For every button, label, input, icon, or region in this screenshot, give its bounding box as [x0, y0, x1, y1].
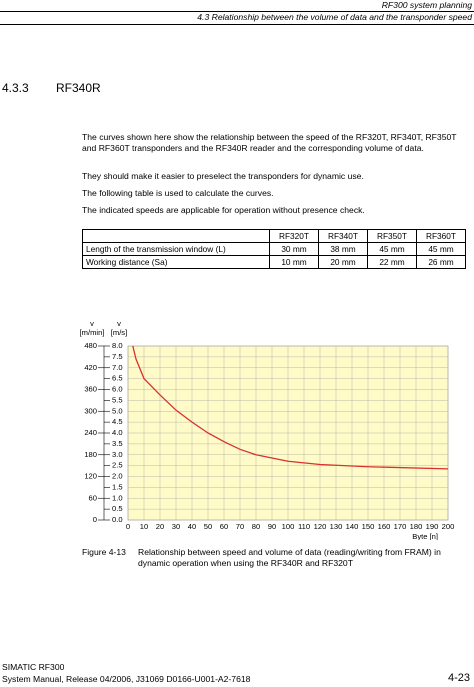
x-tick-label: 50	[204, 522, 212, 531]
x-tick-label: 0	[126, 522, 130, 531]
x-axis-label: Byte [n]	[412, 532, 438, 540]
x-tick-label: 200	[442, 522, 455, 531]
y-tick-label: 5.5	[112, 395, 123, 404]
y-axis-symbol: v	[117, 319, 121, 328]
x-tick-label: 120	[314, 522, 327, 531]
footer-manual: System Manual, Release 04/2006, J31069 D…	[2, 674, 251, 684]
y-tick-label: 4.0	[112, 428, 123, 437]
y-tick-label: 7.0	[112, 363, 123, 372]
curve	[132, 345, 449, 470]
y-tick-label: 3.0	[112, 450, 123, 459]
header-section: 4.3 Relationship between the volume of d…	[197, 12, 472, 22]
y2-axis-symbol: v	[90, 319, 94, 328]
x-tick-label: 140	[346, 522, 359, 531]
x-tick-label: 70	[236, 522, 244, 531]
cell: 20 mm	[318, 255, 368, 269]
data-table: RF320T RF340T RF350T RF360T Length of the t…	[82, 229, 466, 269]
paragraph: The indicated speeds are applicable for …	[82, 205, 365, 215]
x-tick-label: 10	[140, 522, 148, 531]
x-tick-label: 40	[188, 522, 196, 531]
table-header: RF320T RF340T RF350T RF360T	[82, 229, 466, 243]
y2-axis-unit: [m/min]	[80, 328, 105, 337]
cell: 30 mm	[269, 242, 319, 256]
footer-product: SIMATIC RF300	[2, 662, 65, 672]
y-tick-label: 6.5	[112, 374, 123, 383]
cell: 45 mm	[367, 242, 417, 256]
y-tick-label: 4.5	[112, 417, 123, 426]
x-tick-label: 150	[362, 522, 375, 531]
y2-tick-label: 60	[89, 493, 97, 502]
cell: 38 mm	[318, 242, 368, 256]
heading-title: RF340R	[56, 81, 101, 95]
y2-tick-label: 240	[84, 428, 97, 437]
x-tick-label: 100	[282, 522, 295, 531]
cell	[82, 229, 270, 243]
x-tick-label: 160	[378, 522, 391, 531]
header-rule	[0, 24, 474, 25]
y-tick-label: 7.5	[112, 352, 123, 361]
x-tick-label: 170	[394, 522, 407, 531]
y-tick-label: 1.0	[112, 493, 123, 502]
y2-tick-label: 300	[84, 406, 97, 415]
y-tick-label: 0.0	[112, 515, 123, 524]
x-tick-label: 110	[298, 522, 310, 531]
x-tick-label: 190	[426, 522, 439, 531]
y-axis-unit: [m/s]	[111, 328, 127, 337]
y-tick-label: 1.5	[112, 482, 123, 491]
y2-tick-label: 360	[84, 385, 97, 394]
cell: 10 mm	[269, 255, 319, 269]
header-rule	[0, 11, 474, 12]
y-tick-label: 2.0	[112, 472, 123, 481]
table-row: Length of the transmission window (L) 30 …	[82, 242, 466, 256]
cell: RF360T	[416, 229, 466, 243]
x-tick-label: 90	[268, 522, 276, 531]
cell: Working distance (Sa)	[82, 255, 270, 269]
x-tick-label: 20	[156, 522, 164, 531]
caption-number: Figure 4-13	[82, 547, 126, 557]
y2-tick-label: 0	[93, 515, 97, 524]
y2-tick-label: 180	[84, 450, 97, 459]
cell: 26 mm	[416, 255, 466, 269]
x-tick-label: 30	[172, 522, 180, 531]
y-tick-label: 5.0	[112, 406, 123, 415]
cell: RF340T	[318, 229, 368, 243]
paragraph: The curves shown here show the relations…	[82, 132, 457, 153]
footer-page: 4-23	[447, 672, 470, 684]
x-tick-label: 60	[220, 522, 228, 531]
table-row: Working distance (Sa) 10 mm 20 mm 22 mm 26 m…	[82, 255, 466, 269]
y2-tick-label: 420	[84, 363, 97, 372]
y-tick-label: 3.5	[112, 439, 123, 448]
header-chapter: RF300 system planning	[381, 0, 472, 10]
y2-tick-label: 480	[84, 341, 97, 350]
y-tick-label: 6.0	[112, 385, 123, 394]
x-tick-label: 80	[252, 522, 260, 531]
x-tick-label: 130	[330, 522, 343, 531]
heading-number: 4.3.3	[2, 81, 29, 95]
y-tick-label: 8.0	[112, 341, 123, 350]
y2-tick-label: 120	[84, 472, 97, 481]
chart: v [m/min] v [m/s] 0.0 0.5 1.0 1.52.0 2.5 3.0 3…	[80, 319, 455, 540]
cell: 45 mm	[416, 242, 466, 256]
cell: 22 mm	[367, 255, 417, 269]
paragraph: They should make it easier to preselect …	[82, 171, 364, 181]
cell: RF320T	[269, 229, 319, 243]
y-tick-label: 2.5	[112, 461, 123, 470]
x-tick-label: 180	[410, 522, 423, 531]
cell: Length of the transmission window (L)	[82, 242, 270, 256]
y-tick-label: 0.5	[112, 504, 123, 513]
cell: RF350T	[367, 229, 417, 243]
paragraph: The following table is used to calculate…	[82, 188, 274, 198]
caption-text: Relationship between speed and volume of…	[138, 547, 441, 568]
